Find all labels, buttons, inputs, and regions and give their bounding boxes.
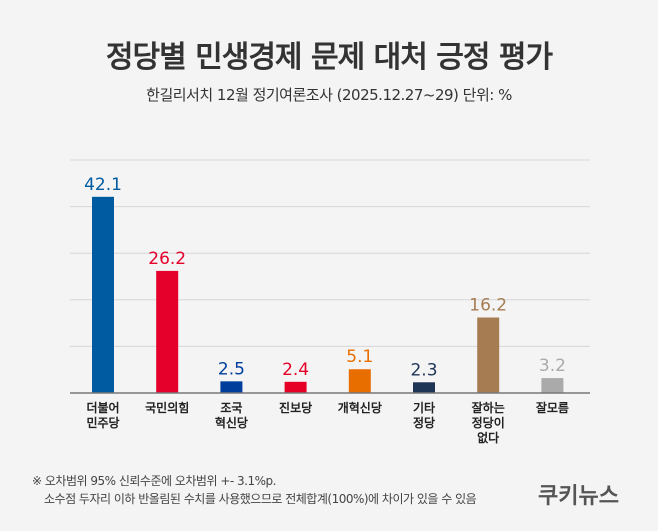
bar [541, 378, 564, 393]
data-label: 2.5 [218, 359, 245, 379]
bar [348, 369, 371, 393]
category-label: 진보당 [279, 400, 312, 415]
note-margin: ※ 오차범위 95% 신뢰수준에 오차범위 +- 3.1%p. [32, 474, 276, 488]
chart-subtitle: 한길리서치 12월 정기여론조사 (2025.12.27~29) 단위: % [146, 86, 512, 104]
data-label: 42.1 [84, 175, 122, 195]
category-label: 잘모름 [536, 400, 569, 415]
category-label: 기타 [413, 400, 435, 415]
data-label: 16.2 [469, 296, 507, 316]
bar [156, 270, 179, 393]
data-label: 3.2 [539, 356, 566, 376]
data-label: 2.3 [410, 360, 437, 380]
bar [413, 382, 435, 393]
category-label: 민주당 [86, 415, 119, 430]
data-label: 2.4 [282, 360, 309, 380]
category-label: 잘하는 [472, 400, 505, 415]
category-label: 혁신당 [215, 415, 248, 430]
data-label: 5.1 [346, 347, 373, 367]
chart-title: 정당별 민생경제 문제 대처 긍정 평가 [105, 40, 553, 75]
logo: 쿠키뉴스 [538, 484, 619, 509]
bar [220, 381, 243, 393]
bar [92, 196, 114, 393]
category-label: 국민의힘 [145, 400, 189, 415]
note-rounding: 소수점 두자리 이하 반올림된 수치를 사용했으므로 전체합계(100%)에 차… [44, 492, 477, 506]
bar [477, 317, 500, 393]
category-label: 정당이 [472, 415, 505, 430]
bar [284, 381, 307, 393]
category-label: 조국 [220, 401, 242, 415]
category-label: 없다 [477, 430, 499, 445]
data-label: 26.2 [148, 249, 186, 269]
category-label: 더불어 [86, 400, 119, 415]
category-label: 정당 [413, 415, 435, 430]
category-label: 개혁신당 [338, 400, 382, 415]
